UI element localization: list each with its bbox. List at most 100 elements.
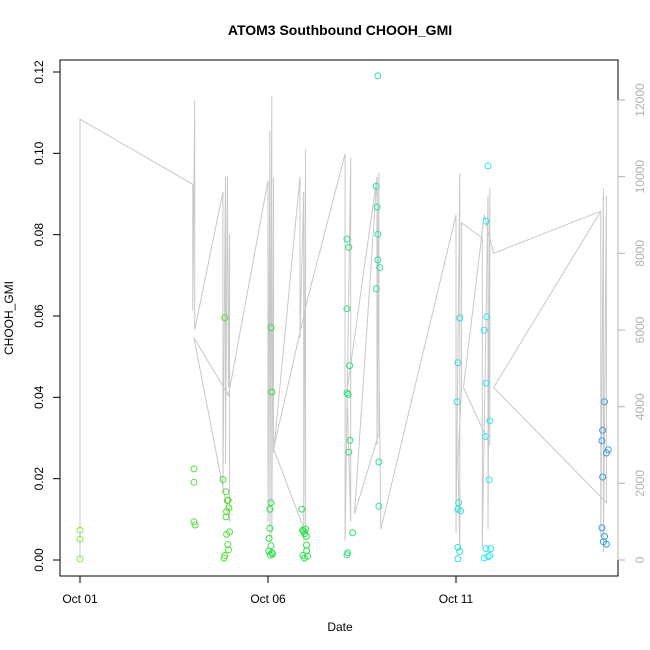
data-point [222,488,230,496]
data-point [302,532,310,540]
y2-tick-label: 8000 [633,240,647,267]
data-point [223,508,231,516]
data-point [453,398,461,406]
y-axis-label: CHOOH_GMI [2,281,16,355]
data-point [221,314,229,322]
data-point [457,507,464,515]
data-point [302,541,310,549]
data-point [375,458,383,466]
y2-tick-label: 10000 [633,160,647,194]
data-point [225,546,232,554]
data-point [191,521,199,529]
data-point [454,555,462,563]
data-point [376,264,384,272]
data-point [343,551,351,559]
data-point [484,162,492,170]
data-point [372,182,380,190]
data-point [482,379,490,387]
data-point [302,525,310,533]
y2-tick-label: 0 [633,556,647,563]
data-point [486,417,494,425]
y-tick-label: 0.08 [32,223,46,247]
data-point [346,436,354,444]
data-point [602,449,610,457]
data-point [76,535,84,543]
data-point [190,465,198,473]
x-axis-label: Date [327,620,353,634]
data-point [598,524,606,532]
data-point [482,545,490,553]
y2-tick-label: 2000 [633,470,647,497]
y-tick-label: 0.10 [32,141,46,165]
data-point [372,285,380,293]
data-point [602,540,610,548]
data-point [374,256,382,264]
data-point [598,437,606,445]
data-point [454,543,462,551]
data-point [486,552,494,559]
x-tick-label: Oct 11 [439,592,474,606]
y-tick-label: 0.04 [32,385,46,409]
y2-tick-label: 12000 [633,83,647,117]
plot-frame [59,59,619,577]
data-point [269,550,276,558]
data-point [224,496,232,504]
data-point [456,314,464,322]
data-point [484,553,492,561]
y-tick-label: 0.00 [32,548,46,572]
data-points-layer [76,72,612,563]
data-point [304,552,311,560]
data-point [220,554,228,562]
data-point [225,504,233,512]
x-tick-label: Oct 06 [250,592,286,606]
data-point [344,391,352,398]
data-point [456,548,464,555]
data-point [454,359,462,367]
data-point [345,243,353,251]
data-point [266,505,274,513]
data-point [298,505,306,513]
data-point [266,524,274,532]
data-point [265,534,273,542]
data-point [222,513,230,521]
data-point [601,398,608,406]
data-point [343,305,351,313]
data-point [190,478,198,486]
y2-tick-label: 4000 [633,393,647,420]
data-point [487,545,495,553]
data-point [601,532,608,540]
y-axis-right: 0 2000 4000 6000 8000 10000 12000 [617,83,647,563]
data-point [480,554,488,562]
data-point [190,518,198,526]
data-point [599,426,607,434]
chart-title: ATOM3 Southbound CHOOH_GMI [228,22,452,38]
data-point [349,529,357,537]
data-point [373,203,381,211]
data-point [76,526,84,534]
data-point [481,432,489,440]
data-point [375,502,383,510]
data-point [343,389,351,397]
data-point [482,217,490,225]
data-point [480,326,488,334]
data-point [374,72,382,80]
altitude-line-layer [79,96,607,560]
data-point [599,473,607,481]
data-point [346,362,354,370]
data-point [455,499,463,507]
y-tick-label: 0.12 [32,60,46,84]
data-point [483,313,491,321]
y2-tick-label: 6000 [633,316,647,343]
data-point [219,476,227,483]
x-tick-label: Oct 01 [62,592,98,606]
data-point [223,530,231,538]
y-axis-left: 0.00 0.02 0.04 0.06 0.08 0.10 0.12 [32,60,61,572]
y-tick-label: 0.06 [32,304,46,328]
data-point [485,476,493,484]
data-point [267,324,275,332]
y-tick-label: 0.02 [32,467,46,491]
altitude-line [79,96,607,560]
data-point [224,541,232,548]
data-point [268,388,276,396]
